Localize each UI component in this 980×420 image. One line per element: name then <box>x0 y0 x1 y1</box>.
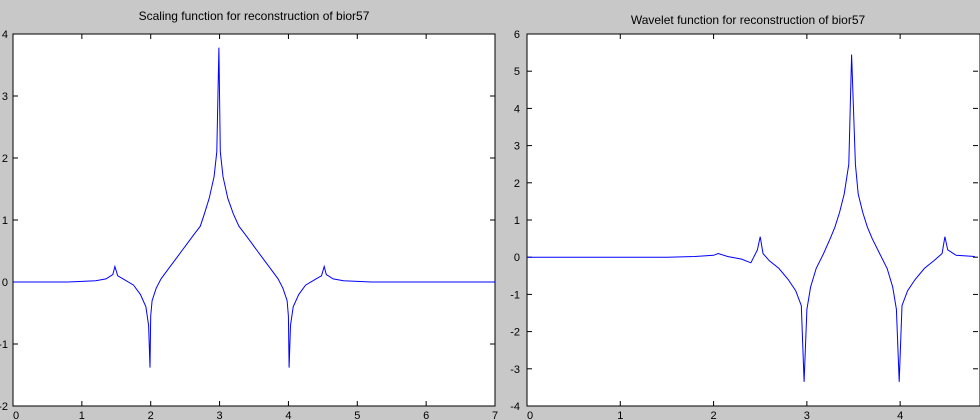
wavelet-y-tick-label: 5 <box>514 66 520 78</box>
scaling-y-tick-label: 4 <box>2 29 8 41</box>
scaling-y-tick-label: 3 <box>2 91 8 103</box>
scaling-x-tick-label: 3 <box>217 410 223 420</box>
wavelet-y-tick-label: -3 <box>510 364 520 376</box>
scaling-x-tick-label: 7 <box>492 410 498 420</box>
scaling-function-plot: Scaling function for reconstruction of b… <box>0 9 498 420</box>
wavelet-x-tick-label: 1 <box>617 410 623 420</box>
wavelet-y-tick-label: -4 <box>510 401 520 413</box>
wavelet-y-ticks: -4 -3 -2 -1 0 1 2 3 4 5 6 <box>510 29 978 413</box>
wavelet-x-tick-label: 3 <box>804 410 810 420</box>
scaling-y-tick-label: -2 <box>0 401 8 413</box>
scaling-function-line <box>13 47 495 368</box>
scaling-x-ticks: 0 1 2 3 4 5 6 7 <box>12 34 498 420</box>
scaling-x-tick-label: 0 <box>13 410 19 420</box>
scaling-y-tick-label: 2 <box>2 153 8 165</box>
scaling-x-tick-label: 5 <box>354 410 360 420</box>
scaling-y-tick-label: 1 <box>2 215 8 227</box>
scaling-y-tick-label: 0 <box>2 277 8 289</box>
wavelet-function-line <box>527 54 975 382</box>
wavelet-y-tick-label: 2 <box>514 178 520 190</box>
wavelet-y-tick-label: -2 <box>510 327 520 339</box>
scaling-x-tick-label: 4 <box>285 410 291 420</box>
wavelet-y-tick-label: 6 <box>514 29 520 41</box>
wavelet-y-tick-label: 3 <box>514 141 520 153</box>
scaling-plot-title: Scaling function for reconstruction of b… <box>139 9 370 23</box>
wavelet-y-tick-label: 0 <box>514 252 520 264</box>
scaling-x-tick-label: 1 <box>79 410 85 420</box>
wavelet-x-tick-label: 4 <box>897 410 903 420</box>
wavelet-x-ticks: 0 1 2 3 4 <box>526 34 903 420</box>
scaling-x-tick-label: 6 <box>423 410 429 420</box>
wavelet-y-tick-label: 1 <box>514 215 520 227</box>
wavelet-plot-area <box>526 33 980 407</box>
wavelet-x-tick-label: 0 <box>527 410 533 420</box>
scaling-x-tick-label: 2 <box>148 410 154 420</box>
scaling-y-tick-label: -1 <box>0 339 8 351</box>
wavelet-x-tick-label: 2 <box>711 410 717 420</box>
scaling-plot-area <box>12 33 496 407</box>
wavelet-plot-title: Wavelet function for reconstruction of b… <box>631 13 866 27</box>
wavelet-y-tick-label: 4 <box>514 103 520 115</box>
wavelet-y-tick-label: -1 <box>510 289 520 301</box>
wavelet-function-plot: Wavelet function for reconstruction of b… <box>510 13 980 420</box>
